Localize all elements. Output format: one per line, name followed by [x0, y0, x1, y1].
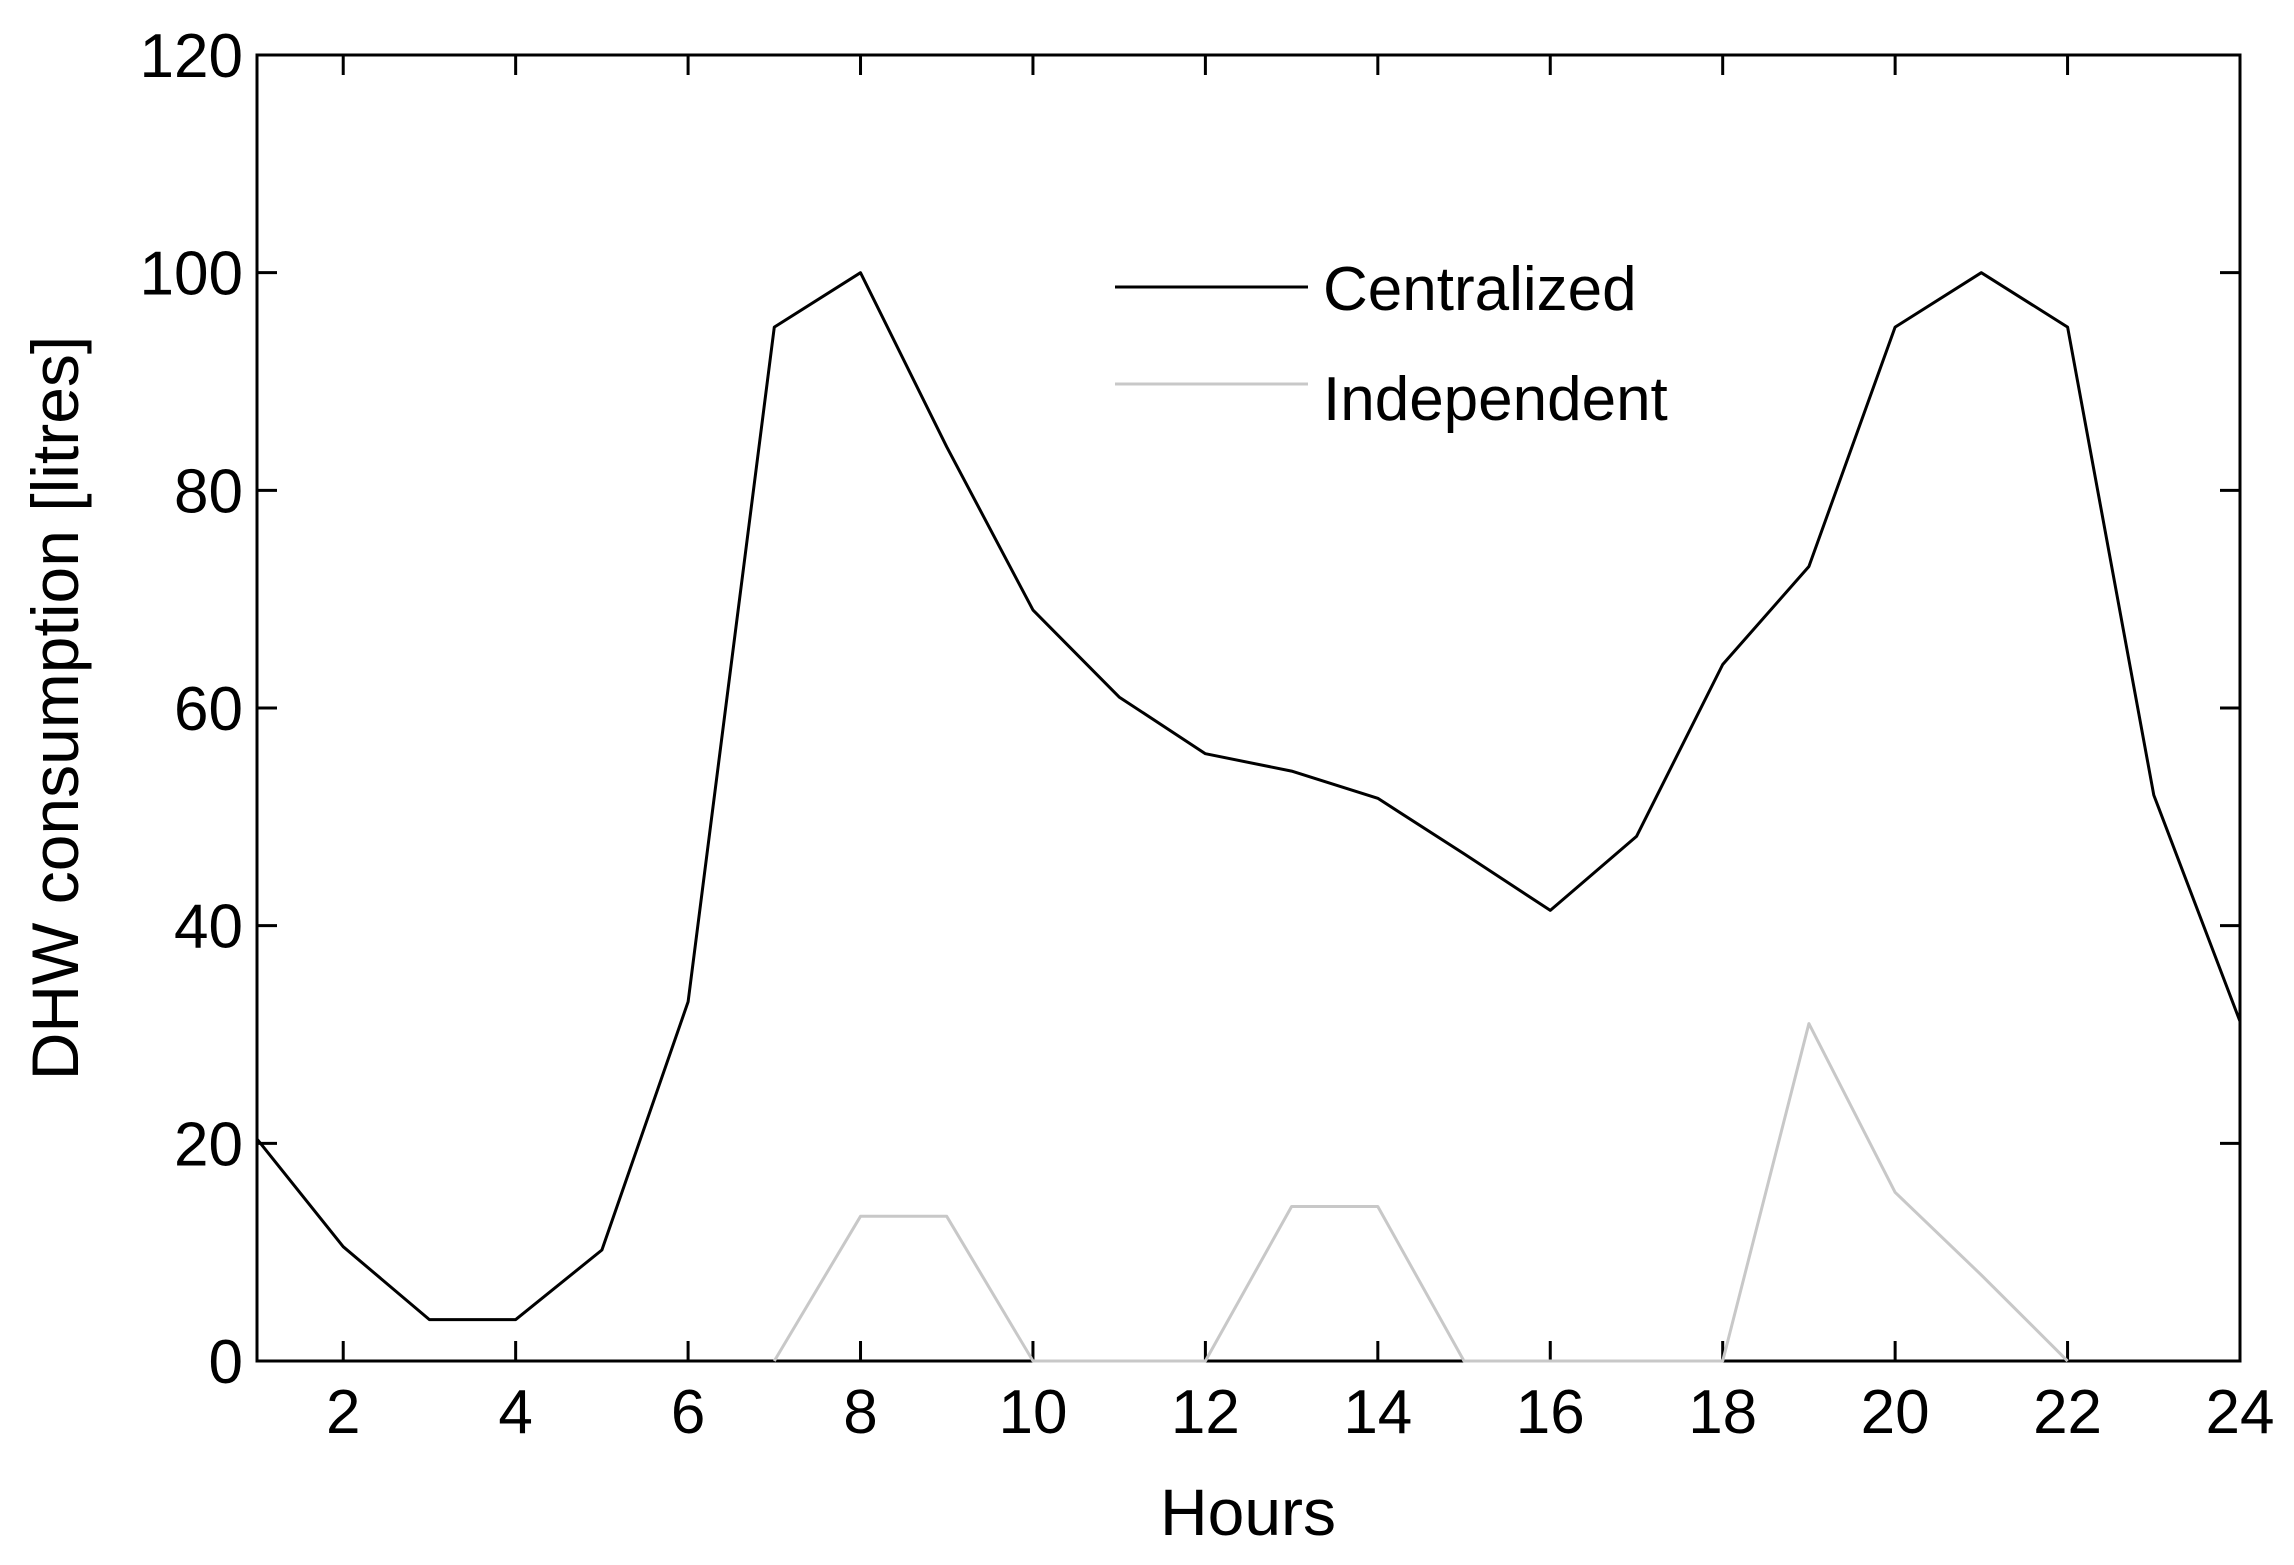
legend: Centralized Independent [1115, 255, 1668, 434]
x-tick-label: 10 [998, 1378, 1067, 1447]
x-tick-label: 24 [2206, 1378, 2275, 1447]
y-tick-label: 100 [140, 240, 243, 309]
x-tick-label: 2 [326, 1378, 360, 1447]
legend-label-independent: Independent [1323, 365, 1668, 434]
series-line-independent [773, 1022, 2069, 1363]
y-tick-label: 0 [209, 1328, 243, 1397]
x-tick-label: 20 [1861, 1378, 1930, 1447]
x-tick-label: 12 [1171, 1378, 1240, 1447]
y-tick-label: 120 [140, 22, 243, 91]
x-tick-label: 16 [1516, 1378, 1585, 1447]
y-tick-label: 20 [174, 1110, 243, 1179]
x-tick-label: 6 [671, 1378, 705, 1447]
x-tick-label: 14 [1343, 1378, 1412, 1447]
x-axis-label: Hours [1160, 1475, 1336, 1549]
plot-area [255, 53, 2242, 1363]
x-tick-label: 22 [2033, 1378, 2102, 1447]
y-tick-label: 40 [174, 893, 243, 962]
y-tick-label: 80 [174, 457, 243, 526]
series-line-centralized [255, 271, 2242, 1322]
legend-label-centralized: Centralized [1323, 255, 1637, 324]
series-layer [255, 271, 2242, 1363]
y-tick-label: 60 [174, 675, 243, 744]
x-tick-label: 18 [1688, 1378, 1757, 1447]
y-axis-label: DHW consumption [litres] [18, 336, 92, 1081]
x-tick-label: 8 [843, 1378, 877, 1447]
x-tick-label: 4 [498, 1378, 532, 1447]
